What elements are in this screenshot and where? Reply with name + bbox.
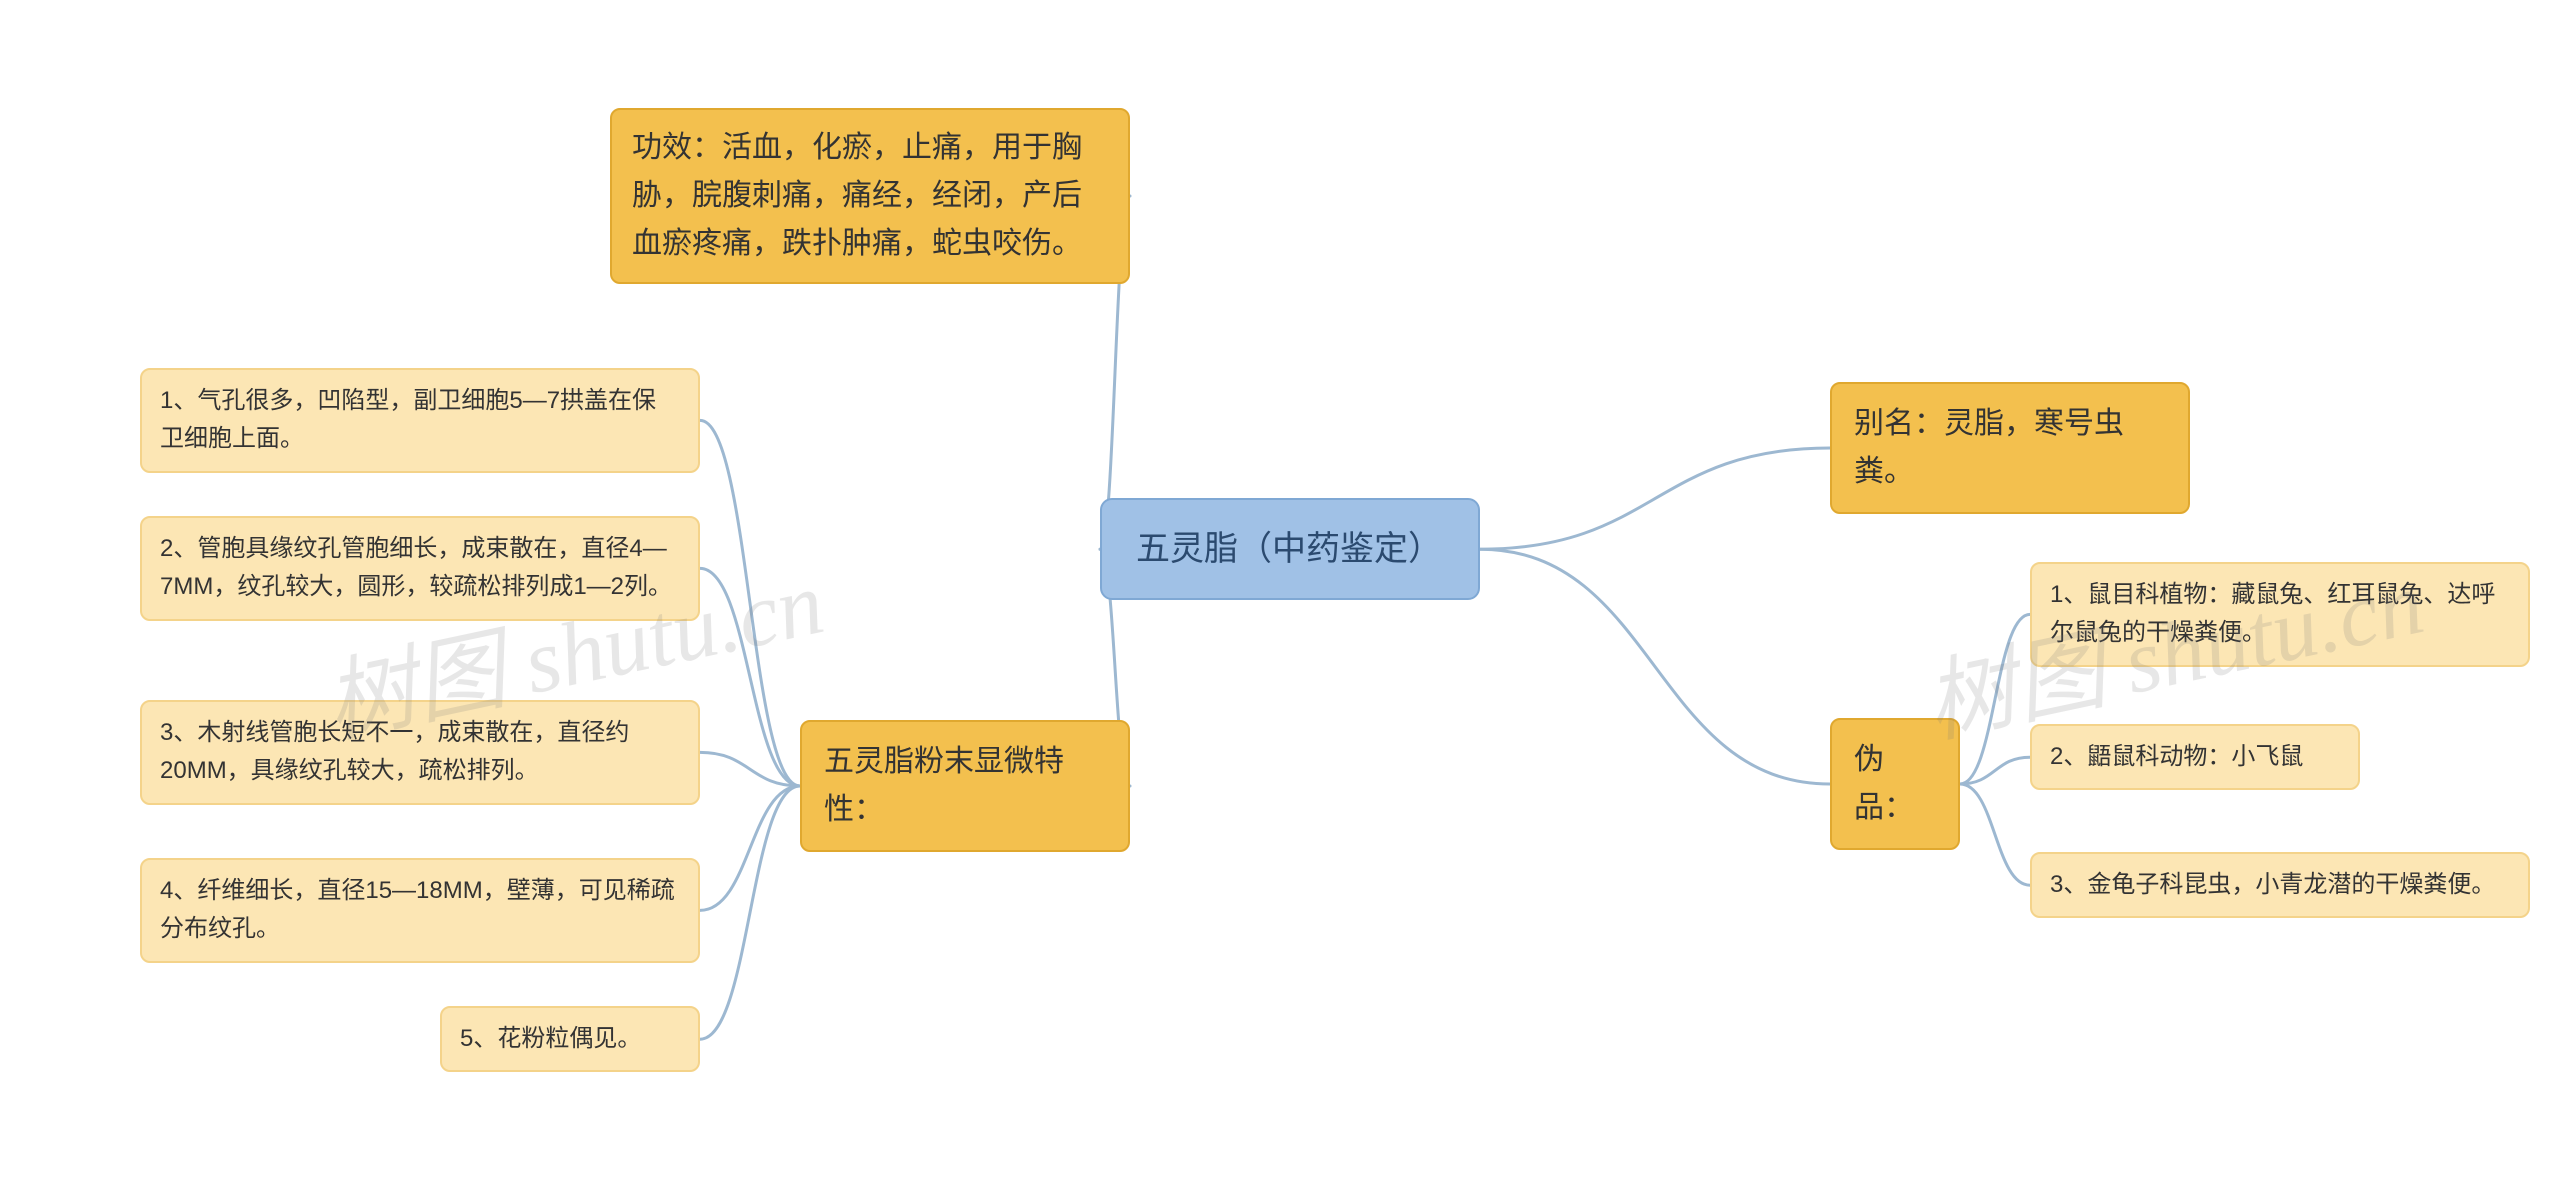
micro-label-node: 五灵脂粉末显微特性： xyxy=(800,720,1130,852)
root-node: 五灵脂（中药鉴定） xyxy=(1100,498,1480,600)
alias-node: 别名：灵脂，寒号虫粪。 xyxy=(1830,382,2190,514)
micro-item: 1、气孔很多，凹陷型，副卫细胞5—7拱盖在保卫细胞上面。 xyxy=(140,368,700,473)
micro-item: 4、纤维细长，直径15—18MM，壁薄，可见稀疏分布纹孔。 xyxy=(140,858,700,963)
micro-item: 5、花粉粒偶见。 xyxy=(440,1006,700,1072)
fake-item: 3、金龟子科昆虫，小青龙潜的干燥粪便。 xyxy=(2030,852,2530,918)
fake-item: 2、鼯鼠科动物：小飞鼠 xyxy=(2030,724,2360,790)
efficacy-node: 功效：活血，化瘀，止痛，用于胸胁，脘腹刺痛，痛经，经闭，产后血瘀疼痛，跌扑肿痛，… xyxy=(610,108,1130,284)
micro-item: 3、木射线管胞长短不一，成束散在，直径约20MM，具缘纹孔较大，疏松排列。 xyxy=(140,700,700,805)
fake-label-node: 伪品： xyxy=(1830,718,1960,850)
micro-item: 2、管胞具缘纹孔管胞细长，成束散在，直径4—7MM，纹孔较大，圆形，较疏松排列成… xyxy=(140,516,700,621)
fake-item: 1、鼠目科植物：藏鼠兔、红耳鼠兔、达呼尔鼠兔的干燥粪便。 xyxy=(2030,562,2530,667)
